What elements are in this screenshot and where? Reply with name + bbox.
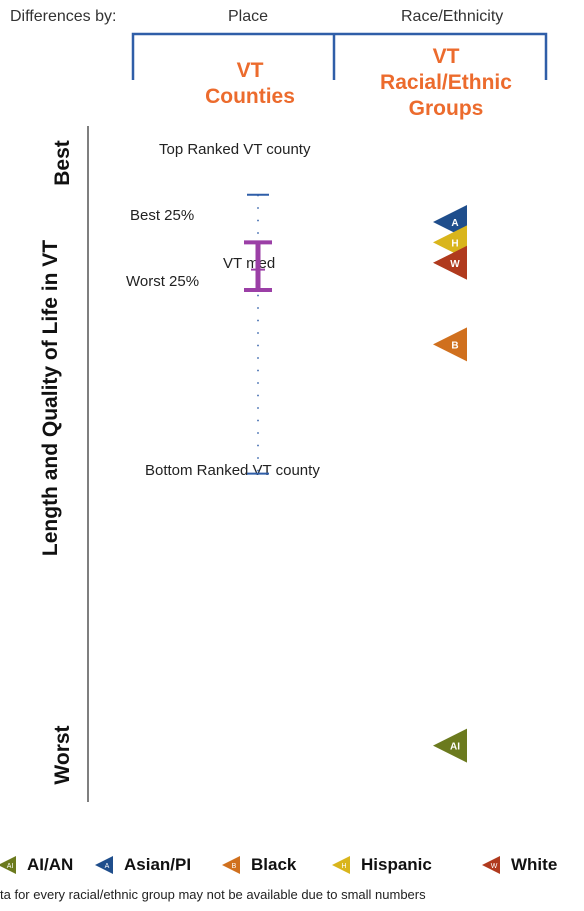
legend-label-w: White — [511, 855, 558, 874]
legend-item-w: W White — [480, 850, 557, 880]
svg-text:H: H — [341, 863, 346, 870]
legend-item-a: A Asian/PI — [93, 850, 191, 880]
top-ranked-county-label: Top Ranked VT county — [159, 141, 311, 158]
bottom-ranked-county-label: Bottom Ranked VT county — [145, 462, 320, 479]
groups-title-line1: VT — [432, 45, 460, 68]
legend-marker-b: B — [222, 856, 240, 874]
place-label: Place — [228, 8, 269, 25]
differences-label: Differences by: — [10, 8, 117, 25]
race-ethnicity-label: Race/Ethnicity — [401, 8, 504, 25]
marker-ai — [433, 728, 467, 763]
footnote: ta for every racial/ethnic group may not… — [0, 887, 426, 902]
worst-25-label: Worst 25% — [126, 273, 200, 290]
vt-median-label: VT med — [223, 255, 276, 272]
legend-label-a: Asian/PI — [124, 855, 192, 874]
legend-marker-h: H — [332, 856, 350, 874]
groups-title-line2: Racial/Ethnic — [380, 71, 512, 94]
best-25-label: Best 25% — [130, 207, 195, 224]
groups-title-line3: Groups — [408, 97, 484, 120]
svg-text:W: W — [491, 863, 498, 870]
legend-marker-ai: AI — [0, 856, 16, 874]
marker-label-a: A — [451, 218, 458, 229]
legend-label-b: Black — [251, 855, 297, 874]
legend-item-h: H Hispanic — [330, 850, 432, 880]
legend-label-h: Hispanic — [361, 855, 432, 874]
marker-w — [433, 245, 467, 280]
counties-section-title: VT Counties — [182, 58, 318, 110]
counties-title-line2: Counties — [205, 85, 295, 108]
marker-label-w: W — [450, 259, 460, 270]
svg-text:A: A — [105, 863, 110, 870]
header-bracket — [131, 32, 548, 80]
legend-item-ai: AI AI/AN — [0, 850, 73, 880]
counties-title-line1: VT — [236, 59, 264, 82]
legend-marker-a: A — [95, 856, 113, 874]
marker-label-h: H — [451, 238, 458, 249]
legend: AI AI/AN A Asian/PI B Black H Hispanic W White — [0, 850, 584, 880]
marker-label-b: B — [451, 340, 458, 351]
groups-section-title: VT Racial/Ethnic Groups — [356, 44, 536, 122]
legend-label-ai: AI/AN — [27, 855, 74, 874]
marker-label-ai: AI — [450, 742, 460, 753]
marker-b — [433, 327, 467, 362]
legend-marker-w: W — [482, 856, 500, 874]
svg-text:B: B — [232, 863, 237, 870]
svg-text:AI: AI — [7, 863, 14, 870]
legend-item-b: B Black — [220, 850, 296, 880]
